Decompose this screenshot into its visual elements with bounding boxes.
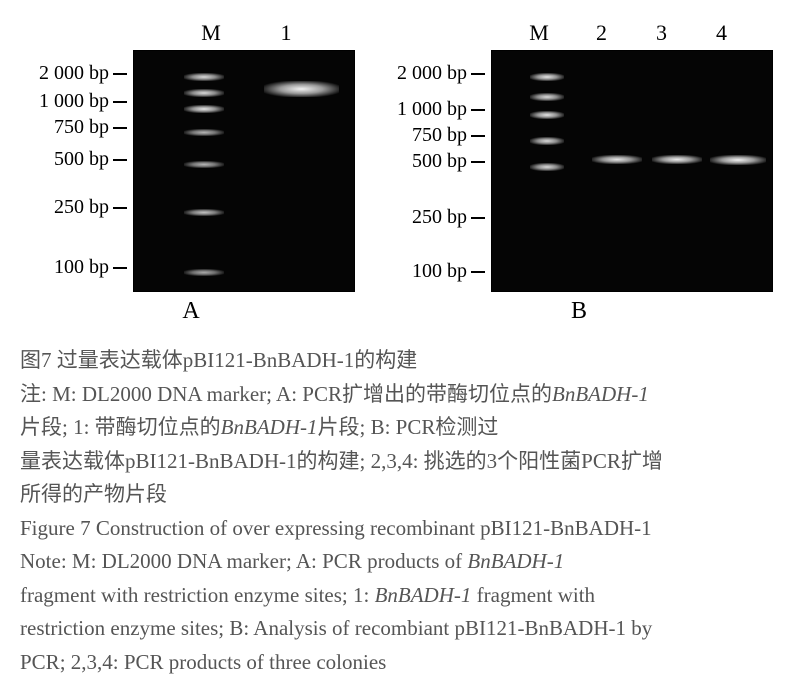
caption-zh-line: 注: M: DL2000 DNA marker; A: PCR扩增出的带酶切位点… xyxy=(20,379,780,411)
caption-text: 片段; 1: 带酶切位点的 xyxy=(20,415,221,439)
gel-band xyxy=(184,89,224,97)
gene-name: BnBADH-1 xyxy=(375,583,472,607)
gene-name: BnBADH-1 xyxy=(221,415,318,439)
marker-label: 1 000 bp xyxy=(397,98,485,121)
caption-zh-title: 图7 过量表达载体pBI121-BnBADH-1的构建 xyxy=(20,345,780,377)
lane-header: 3 xyxy=(632,20,692,46)
caption-en-line: fragment with restriction enzyme sites; … xyxy=(20,580,780,612)
caption-en-title: Figure 7 Construction of over expressing… xyxy=(20,513,780,545)
gel-band xyxy=(264,81,339,97)
gel-band xyxy=(184,73,224,81)
lane-header: 4 xyxy=(692,20,752,46)
gel-header-a: M 1 xyxy=(66,20,316,46)
caption-text: 片段; B: PCR检测过 xyxy=(317,415,498,439)
marker-label: 1 000 bp xyxy=(39,90,127,113)
gel-header-b: M 2 3 4 xyxy=(407,20,752,46)
lane-header: 2 xyxy=(572,20,632,46)
gel-band xyxy=(592,155,642,164)
gel-band xyxy=(530,137,564,145)
gel-band xyxy=(530,163,564,171)
marker-label: 2 000 bp xyxy=(39,62,127,85)
marker-label: 250 bp xyxy=(412,206,485,229)
gel-band xyxy=(184,209,224,216)
gel-band xyxy=(710,155,766,165)
gel-band xyxy=(184,269,224,276)
caption-text: 注: M: DL2000 DNA marker; A: PCR扩增出的带酶切位点… xyxy=(20,382,552,406)
marker-label: 750 bp xyxy=(54,116,127,139)
marker-labels-a: 2 000 bp 1 000 bp 750 bp 500 bp 250 bp 100 bp xyxy=(27,50,133,290)
marker-label: 500 bp xyxy=(412,150,485,173)
caption-zh-line: 量表达载体pBI121-BnBADH-1的构建; 2,3,4: 挑选的3个阳性菌… xyxy=(20,446,780,478)
gel-band xyxy=(652,155,702,164)
lane-header: M xyxy=(507,20,572,46)
gel-band xyxy=(184,105,224,113)
panel-label-a: A xyxy=(182,298,199,325)
panel-label-b: B xyxy=(571,298,587,325)
marker-label: 100 bp xyxy=(412,260,485,283)
figure-caption: 图7 过量表达载体pBI121-BnBADH-1的构建 注: M: DL2000… xyxy=(20,345,780,678)
gel-band xyxy=(184,129,224,136)
gel-panel-b: M 2 3 4 2 000 bp 1 000 bp 750 bp 500 bp 250 … xyxy=(385,20,773,325)
figure-container: M 1 2 000 bp 1 000 bp 750 bp 500 bp 250 bp 10… xyxy=(20,20,780,325)
gel-body-a: 2 000 bp 1 000 bp 750 bp 500 bp 250 bp 100 bp xyxy=(27,50,355,292)
gel-band xyxy=(184,161,224,168)
marker-label: 100 bp xyxy=(54,256,127,279)
gel-image-a xyxy=(133,50,355,292)
caption-en-line: PCR; 2,3,4: PCR products of three coloni… xyxy=(20,647,780,679)
caption-zh-line: 所得的产物片段 xyxy=(20,479,780,511)
gel-body-b: 2 000 bp 1 000 bp 750 bp 500 bp 250 bp 100 bp xyxy=(385,50,773,292)
caption-zh-line: 片段; 1: 带酶切位点的BnBADH-1片段; B: PCR检测过 xyxy=(20,412,780,444)
marker-label: 750 bp xyxy=(412,124,485,147)
gel-band xyxy=(530,111,564,119)
lane-header: 1 xyxy=(256,20,316,46)
caption-text: Note: M: DL2000 DNA marker; A: PCR produ… xyxy=(20,549,467,573)
caption-text: fragment with xyxy=(471,583,595,607)
marker-label: 2 000 bp xyxy=(397,62,485,85)
gel-band xyxy=(530,93,564,101)
marker-label: 250 bp xyxy=(54,196,127,219)
lane-header: M xyxy=(166,20,256,46)
marker-label: 500 bp xyxy=(54,148,127,171)
caption-en-line: Note: M: DL2000 DNA marker; A: PCR produ… xyxy=(20,546,780,578)
caption-text: fragment with restriction enzyme sites; … xyxy=(20,583,375,607)
caption-en-line: restriction enzyme sites; B: Analysis of… xyxy=(20,613,780,645)
gene-name: BnBADH-1 xyxy=(467,549,564,573)
gene-name: BnBADH-1 xyxy=(552,382,649,406)
gel-panel-a: M 1 2 000 bp 1 000 bp 750 bp 500 bp 250 bp 10… xyxy=(27,20,355,325)
marker-labels-b: 2 000 bp 1 000 bp 750 bp 500 bp 250 bp 100 bp xyxy=(385,50,491,290)
gel-image-b xyxy=(491,50,773,292)
gel-band xyxy=(530,73,564,81)
